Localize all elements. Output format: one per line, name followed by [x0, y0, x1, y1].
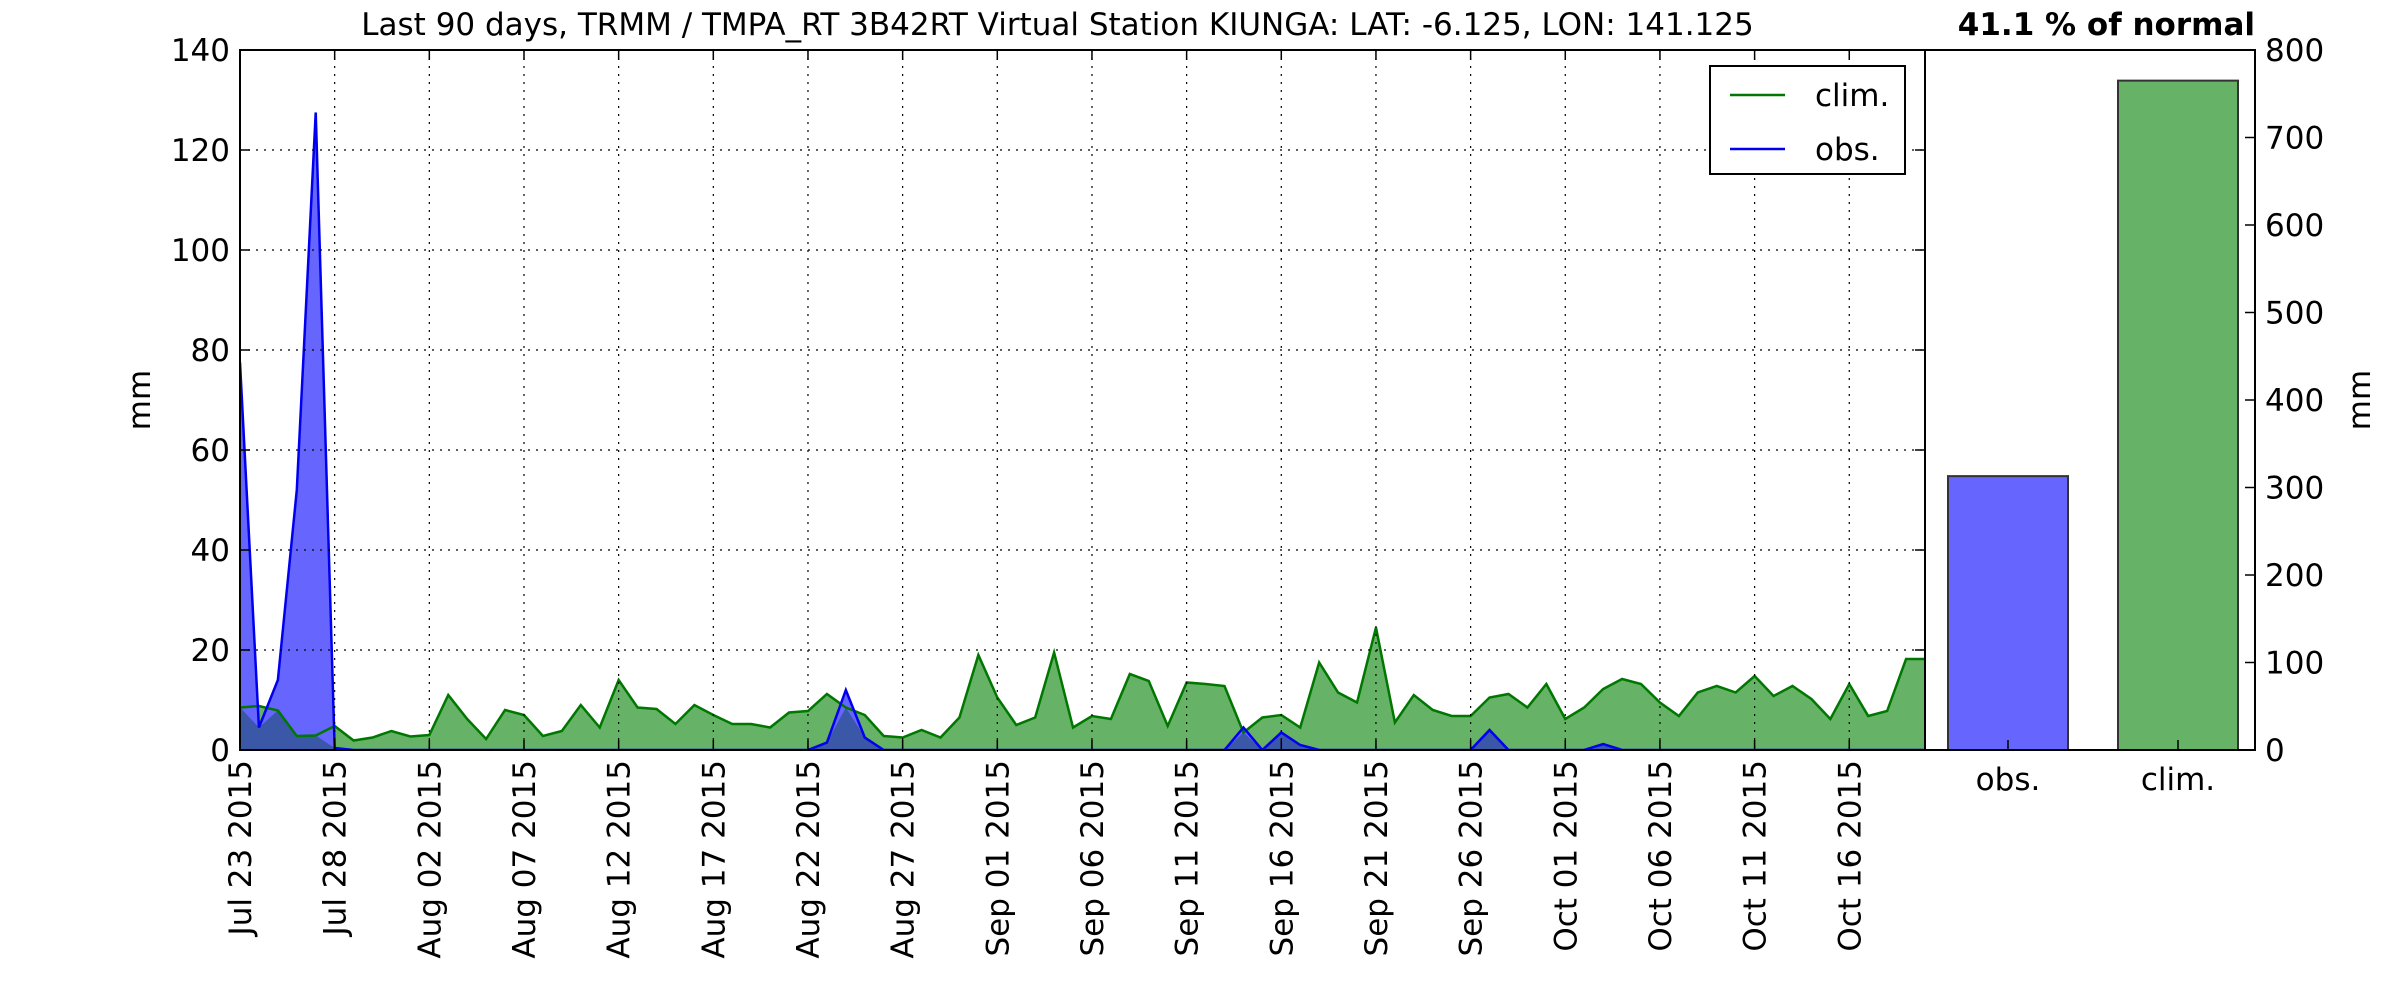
total-bar: [2117, 79, 2239, 751]
bar-y-tick-label: 400: [2265, 383, 2324, 419]
bar-y-tick-label: 700: [2265, 121, 2324, 157]
bar-y-tick-label: 100: [2265, 646, 2324, 682]
legend-box: [1709, 65, 1906, 175]
x-tick-label: Aug 22 2015: [791, 760, 827, 959]
bar-y-tick-label: 500: [2265, 296, 2324, 332]
legend-label: clim.: [1815, 78, 1889, 114]
x-tick-label: Sep 16 2015: [1264, 760, 1300, 956]
bar-category-label: clim.: [2141, 762, 2215, 798]
y-tick-label: 120: [171, 133, 230, 169]
bar-category-label: obs.: [1976, 762, 2041, 798]
x-tick-label: Sep 21 2015: [1359, 760, 1395, 956]
x-tick-label: Oct 16 2015: [1832, 760, 1868, 952]
x-tick-label: Oct 01 2015: [1548, 760, 1584, 952]
plot-frame: [239, 49, 1926, 751]
total-chart: obs. clim. 0 100 200 300 400 500 600 700 800 mm 41.1…: [1924, 7, 2378, 798]
bar-y-tick-label: 0: [2265, 733, 2285, 769]
x-tick-label: Aug 02 2015: [412, 760, 448, 959]
total-bar: [1947, 475, 2069, 751]
x-tick-label: Sep 11 2015: [1170, 760, 1206, 956]
clim-line: [240, 627, 1925, 742]
x-tick-label: Sep 26 2015: [1454, 760, 1490, 956]
bar-frame: [1924, 49, 2256, 751]
legend-label: obs.: [1815, 132, 1880, 168]
x-tick-label: Sep 01 2015: [980, 760, 1016, 956]
legend: clim. obs.: [1709, 65, 1906, 175]
y-tick-label: 0: [210, 733, 230, 769]
x-tick-label: Sep 06 2015: [1075, 760, 1111, 956]
y-tick-label: 140: [171, 33, 230, 69]
x-tick-label: Jul 23 2015: [223, 760, 259, 937]
chart-title: Last 90 days, TRMM / TMPA_RT 3B42RT Virt…: [361, 7, 1753, 43]
bar-y-tick-label: 200: [2265, 558, 2324, 594]
y-tick-label: 40: [191, 533, 230, 569]
bar-y-axis-label: mm: [2342, 370, 2378, 430]
bar-y-tick-label: 600: [2265, 208, 2324, 244]
x-tick-label: Aug 07 2015: [507, 760, 543, 959]
clim-area: [240, 627, 1925, 750]
bar-y-tick-label: 300: [2265, 471, 2324, 507]
obs-area: [240, 112, 1925, 750]
y-tick-label: 60: [191, 433, 230, 469]
x-tick-label: Oct 11 2015: [1738, 760, 1774, 952]
y-tick-label: 20: [191, 633, 230, 669]
bar-title: 41.1 % of normal: [1958, 7, 2255, 43]
x-tick-label: Jul 28 2015: [318, 760, 354, 937]
daily-chart: 0 20 40 60 80 100 120 140 Jul 23 2015 Jul 28 2015…: [122, 7, 1926, 959]
y-axis-label: mm: [122, 370, 158, 430]
x-tick-label: Oct 06 2015: [1643, 760, 1679, 952]
x-tick-label: Aug 12 2015: [602, 760, 638, 959]
y-tick-label: 100: [171, 233, 230, 269]
x-tick-label: Aug 27 2015: [886, 760, 922, 959]
y-tick-label: 80: [191, 333, 230, 369]
obs-line: [240, 112, 1925, 750]
x-tick-label: Aug 17 2015: [696, 760, 732, 959]
bar-y-tick-label: 800: [2265, 33, 2324, 69]
